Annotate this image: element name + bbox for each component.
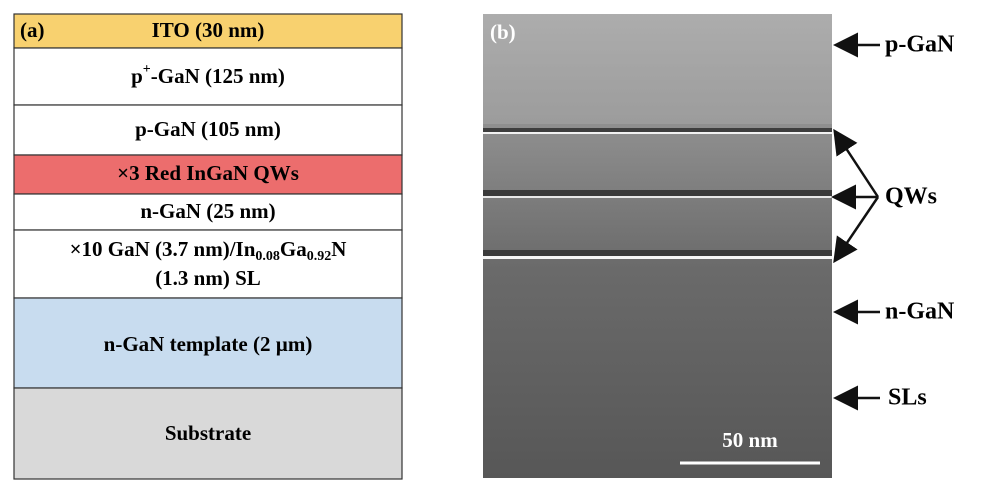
- tem-background: [483, 14, 832, 478]
- qw-dark: [483, 190, 832, 197]
- text-part: ×10 GaN (3.7 nm)/In: [70, 237, 256, 261]
- text-part: -GaN (125 nm): [151, 64, 285, 88]
- panel-label: (a): [20, 18, 45, 42]
- layer-label: p+-GaN (125 nm): [131, 62, 285, 88]
- panel-label: (b): [490, 20, 516, 44]
- layer-label: n-GaN template (2 µm): [104, 332, 313, 356]
- superscript: +: [143, 62, 151, 77]
- annotation: p-GaN: [885, 32, 955, 58]
- text-part: N: [331, 237, 346, 261]
- annotation: SLs: [888, 385, 927, 411]
- text-part: Ga: [280, 237, 307, 261]
- layer-ito: [13, 13, 403, 49]
- annotation: n-GaN: [885, 299, 955, 325]
- scale-bar-label: 50 nm: [722, 428, 778, 452]
- qw-bright: [483, 196, 832, 198]
- layer-stack: [13, 13, 403, 480]
- subscript: 0.08: [255, 249, 280, 264]
- annotation: QWs: [885, 184, 937, 210]
- layer-label: (1.3 nm) SL: [155, 266, 261, 290]
- layer-p-gan: [13, 104, 403, 156]
- subscript: 0.92: [307, 249, 332, 264]
- qw-dark: [483, 250, 832, 257]
- layer-sl: [13, 229, 403, 299]
- text-part: p: [131, 64, 143, 88]
- tem-image: [483, 14, 832, 478]
- qw-bright: [483, 132, 832, 134]
- layer-label: ×10 GaN (3.7 nm)/In0.08Ga0.92N: [70, 237, 347, 264]
- tem-region: [483, 14, 832, 124]
- qw-bright: [483, 256, 832, 259]
- layer-label: ×3 Red InGaN QWs: [117, 161, 299, 185]
- layer-label: p-GaN (105 nm): [135, 117, 281, 141]
- layer-qws: [13, 154, 403, 195]
- layer-label: n-GaN (25 nm): [140, 199, 275, 223]
- layer-substrate: [13, 387, 403, 480]
- layer-label: Substrate: [165, 421, 251, 445]
- arrow: [833, 128, 880, 198]
- layer-p-plus-gan: [13, 47, 403, 106]
- arrow: [833, 196, 880, 264]
- layer-label: ITO (30 nm): [152, 18, 265, 42]
- qw-dark: [483, 128, 832, 134]
